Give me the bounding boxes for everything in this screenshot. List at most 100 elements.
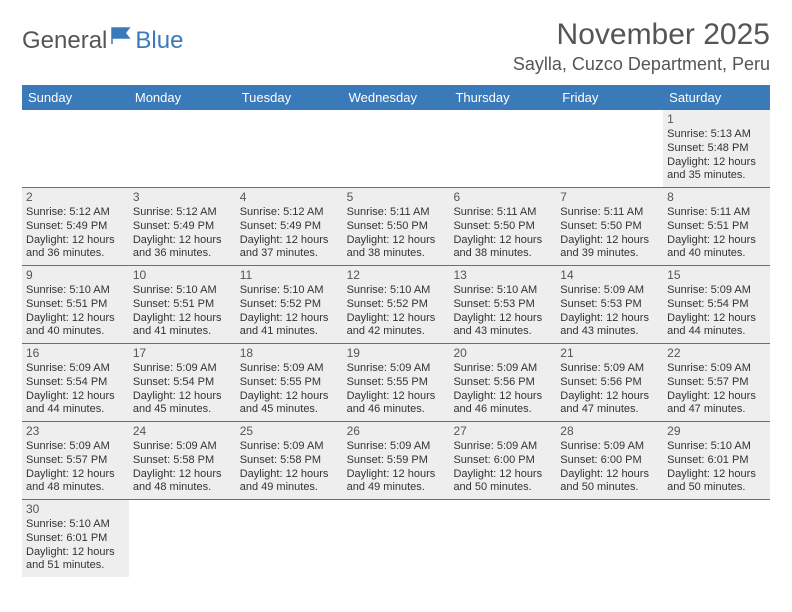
day-number: 2 [26, 190, 125, 205]
title-block: November 2025 Saylla, Cuzco Department, … [513, 18, 770, 75]
location: Saylla, Cuzco Department, Peru [513, 54, 770, 75]
day-cell: 6Sunrise: 5:11 AMSunset: 5:50 PMDaylight… [449, 188, 556, 265]
day-cell: 28Sunrise: 5:09 AMSunset: 6:00 PMDayligh… [556, 422, 663, 499]
day-cell [236, 110, 343, 187]
day-info-line: and 48 minutes. [133, 481, 232, 495]
day-info-line: Daylight: 12 hours [240, 234, 339, 248]
day-info-line: and 37 minutes. [240, 247, 339, 261]
day-cell [129, 500, 236, 577]
month-title: November 2025 [513, 18, 770, 52]
day-number: 20 [453, 346, 552, 361]
day-info-line: and 46 minutes. [347, 403, 446, 417]
day-info-line: Sunrise: 5:11 AM [347, 206, 446, 220]
day-info-line: and 49 minutes. [240, 481, 339, 495]
day-cell: 21Sunrise: 5:09 AMSunset: 5:56 PMDayligh… [556, 344, 663, 421]
day-cell: 7Sunrise: 5:11 AMSunset: 5:50 PMDaylight… [556, 188, 663, 265]
day-info-line: and 38 minutes. [347, 247, 446, 261]
day-number: 9 [26, 268, 125, 283]
day-info-line: Daylight: 12 hours [240, 390, 339, 404]
day-info-line: Sunset: 5:50 PM [560, 220, 659, 234]
day-cell: 29Sunrise: 5:10 AMSunset: 6:01 PMDayligh… [663, 422, 770, 499]
day-info-line: and 50 minutes. [453, 481, 552, 495]
day-info-line: Sunset: 5:54 PM [26, 376, 125, 390]
day-number: 26 [347, 424, 446, 439]
day-info-line: Sunrise: 5:09 AM [667, 362, 766, 376]
day-info-line: Daylight: 12 hours [667, 234, 766, 248]
day-info-line: Sunrise: 5:09 AM [560, 284, 659, 298]
day-info-line: Sunset: 5:49 PM [240, 220, 339, 234]
day-cell: 11Sunrise: 5:10 AMSunset: 5:52 PMDayligh… [236, 266, 343, 343]
day-info-line: Sunset: 5:58 PM [240, 454, 339, 468]
day-info-line: Sunrise: 5:10 AM [453, 284, 552, 298]
day-info-line: Sunset: 5:49 PM [133, 220, 232, 234]
day-info-line: Sunset: 5:59 PM [347, 454, 446, 468]
day-number: 29 [667, 424, 766, 439]
day-info-line: Sunset: 5:56 PM [560, 376, 659, 390]
day-info-line: Sunrise: 5:13 AM [667, 128, 766, 142]
day-cell [343, 110, 450, 187]
day-info-line: Sunrise: 5:09 AM [347, 362, 446, 376]
day-number: 11 [240, 268, 339, 283]
day-info-line: Sunset: 5:53 PM [560, 298, 659, 312]
day-info-line: and 40 minutes. [667, 247, 766, 261]
day-cell: 3Sunrise: 5:12 AMSunset: 5:49 PMDaylight… [129, 188, 236, 265]
day-info-line: Daylight: 12 hours [453, 468, 552, 482]
day-info-line: and 36 minutes. [133, 247, 232, 261]
day-info-line: Daylight: 12 hours [347, 312, 446, 326]
week-row: 9Sunrise: 5:10 AMSunset: 5:51 PMDaylight… [22, 266, 770, 344]
day-number: 3 [133, 190, 232, 205]
day-info-line: Sunrise: 5:10 AM [26, 284, 125, 298]
day-info-line: Daylight: 12 hours [667, 390, 766, 404]
logo: General Blue [22, 26, 183, 56]
day-number: 6 [453, 190, 552, 205]
day-info-line: Daylight: 12 hours [240, 312, 339, 326]
day-info-line: Daylight: 12 hours [133, 234, 232, 248]
day-number: 17 [133, 346, 232, 361]
day-info-line: Sunset: 5:49 PM [26, 220, 125, 234]
day-info-line: Daylight: 12 hours [26, 234, 125, 248]
day-number: 4 [240, 190, 339, 205]
day-info-line: Sunset: 6:01 PM [26, 532, 125, 546]
day-cell: 20Sunrise: 5:09 AMSunset: 5:56 PMDayligh… [449, 344, 556, 421]
day-info-line: Sunrise: 5:10 AM [240, 284, 339, 298]
day-info-line: and 44 minutes. [667, 325, 766, 339]
day-cell [663, 500, 770, 577]
day-info-line: Daylight: 12 hours [26, 468, 125, 482]
day-cell: 15Sunrise: 5:09 AMSunset: 5:54 PMDayligh… [663, 266, 770, 343]
day-info-line: Daylight: 12 hours [26, 390, 125, 404]
day-info-line: Sunset: 5:55 PM [347, 376, 446, 390]
day-info-line: Sunrise: 5:09 AM [133, 362, 232, 376]
weekday-cell: Friday [556, 85, 663, 110]
day-info-line: Sunrise: 5:09 AM [667, 284, 766, 298]
day-cell [449, 110, 556, 187]
day-number: 5 [347, 190, 446, 205]
day-info-line: and 50 minutes. [667, 481, 766, 495]
day-info-line: Daylight: 12 hours [347, 234, 446, 248]
day-info-line: Daylight: 12 hours [560, 390, 659, 404]
day-info-line: Sunset: 5:50 PM [347, 220, 446, 234]
day-info-line: Daylight: 12 hours [560, 312, 659, 326]
day-cell [449, 500, 556, 577]
day-info-line: Sunrise: 5:11 AM [560, 206, 659, 220]
day-info-line: and 41 minutes. [240, 325, 339, 339]
day-info-line: Sunrise: 5:09 AM [240, 440, 339, 454]
day-info-line: Daylight: 12 hours [26, 546, 125, 560]
day-info-line: Daylight: 12 hours [560, 234, 659, 248]
logo-text-2: Blue [135, 27, 183, 55]
day-cell [236, 500, 343, 577]
day-info-line: and 47 minutes. [667, 403, 766, 417]
day-number: 24 [133, 424, 232, 439]
day-info-line: Sunrise: 5:09 AM [26, 440, 125, 454]
day-number: 27 [453, 424, 552, 439]
day-cell: 30Sunrise: 5:10 AMSunset: 6:01 PMDayligh… [22, 500, 129, 577]
day-cell: 16Sunrise: 5:09 AMSunset: 5:54 PMDayligh… [22, 344, 129, 421]
day-info-line: Daylight: 12 hours [560, 468, 659, 482]
day-cell: 25Sunrise: 5:09 AMSunset: 5:58 PMDayligh… [236, 422, 343, 499]
day-info-line: Sunrise: 5:12 AM [26, 206, 125, 220]
day-info-line: and 45 minutes. [133, 403, 232, 417]
header: General Blue November 2025 Saylla, Cuzco… [22, 18, 770, 75]
day-info-line: Sunset: 5:57 PM [667, 376, 766, 390]
day-number: 1 [667, 112, 766, 127]
day-info-line: Sunrise: 5:09 AM [560, 362, 659, 376]
week-row: 16Sunrise: 5:09 AMSunset: 5:54 PMDayligh… [22, 344, 770, 422]
